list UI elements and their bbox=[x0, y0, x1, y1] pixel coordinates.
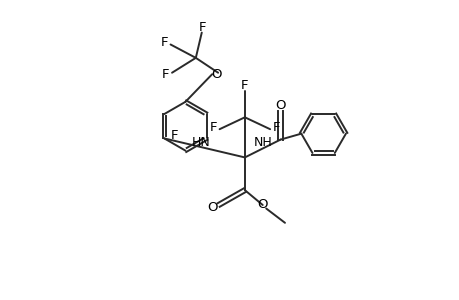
Text: F: F bbox=[272, 121, 280, 134]
Text: O: O bbox=[274, 99, 285, 112]
Text: F: F bbox=[198, 21, 206, 34]
Text: O: O bbox=[211, 68, 221, 81]
Text: F: F bbox=[162, 68, 169, 81]
Text: F: F bbox=[160, 37, 168, 50]
Text: NH: NH bbox=[253, 136, 271, 149]
Text: HN: HN bbox=[192, 136, 211, 149]
Text: O: O bbox=[257, 199, 267, 212]
Text: F: F bbox=[171, 129, 178, 142]
Text: F: F bbox=[241, 79, 248, 92]
Text: F: F bbox=[209, 121, 216, 134]
Text: O: O bbox=[207, 201, 218, 214]
